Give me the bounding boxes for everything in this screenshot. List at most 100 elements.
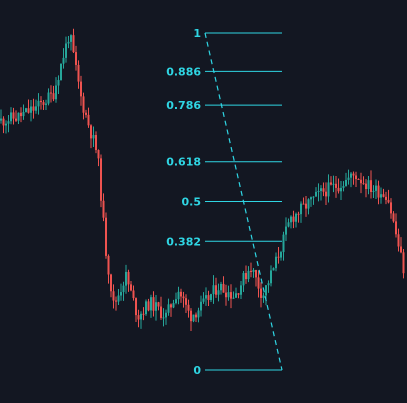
candle <box>70 34 72 51</box>
candle <box>92 126 95 147</box>
candle <box>260 282 262 308</box>
candle <box>385 191 387 205</box>
candle <box>2 116 5 134</box>
candle <box>265 285 267 306</box>
candle <box>242 271 245 293</box>
candle <box>402 249 405 279</box>
candle <box>355 171 357 188</box>
candle <box>117 288 120 306</box>
candle <box>277 246 280 264</box>
candle <box>227 285 230 301</box>
candle <box>395 213 397 238</box>
candle <box>312 196 315 205</box>
candle <box>332 175 335 193</box>
candle <box>75 45 77 71</box>
candle <box>80 75 82 106</box>
candle <box>367 176 370 195</box>
candle <box>22 104 25 120</box>
candle <box>295 212 297 228</box>
candle <box>212 275 215 304</box>
candle <box>52 85 55 102</box>
fib-level-label: 0 <box>193 364 201 377</box>
candle <box>130 280 132 292</box>
candle <box>47 88 50 106</box>
candle <box>217 283 220 302</box>
candle <box>375 179 377 199</box>
candle <box>185 294 187 313</box>
candle <box>320 185 322 201</box>
candle <box>387 189 390 204</box>
candle <box>182 291 185 308</box>
candle <box>105 212 107 259</box>
candle <box>362 176 365 185</box>
candle <box>247 266 250 283</box>
candle <box>230 284 232 309</box>
candle <box>15 110 17 122</box>
candle <box>147 298 150 312</box>
candle <box>102 193 105 222</box>
candle <box>397 228 400 252</box>
candle <box>162 308 165 327</box>
fib-trend-line[interactable] <box>204 32 283 371</box>
candle <box>192 314 195 323</box>
candle <box>342 181 345 192</box>
candle <box>45 99 47 111</box>
candle <box>65 36 67 63</box>
candle <box>155 295 157 321</box>
candle <box>275 252 277 272</box>
candle <box>90 124 92 149</box>
candle <box>27 99 30 114</box>
candle <box>132 285 135 301</box>
candle <box>32 98 35 119</box>
fib-level-label: 0.382 <box>166 235 201 248</box>
candle <box>350 172 352 188</box>
candle <box>347 169 350 185</box>
candle <box>157 301 160 311</box>
candle <box>60 63 62 81</box>
candle <box>292 210 295 229</box>
candle <box>302 197 305 205</box>
candle <box>352 171 355 185</box>
candle <box>205 287 207 306</box>
candle <box>225 284 227 306</box>
candle <box>365 179 367 198</box>
fib-level-label: 1 <box>193 27 201 40</box>
candle <box>140 311 142 329</box>
candle <box>165 309 167 325</box>
candle <box>255 269 257 287</box>
candle <box>177 286 180 305</box>
candle <box>257 270 260 298</box>
candle <box>137 309 140 328</box>
candle <box>107 254 110 284</box>
candle <box>307 198 310 215</box>
candle <box>262 292 265 303</box>
candle <box>392 211 395 223</box>
candle <box>195 312 197 323</box>
candle <box>40 96 42 110</box>
candle <box>382 188 385 198</box>
fib-level-label: 0.886 <box>166 65 201 78</box>
candle <box>377 180 380 205</box>
candle <box>270 265 272 287</box>
candle <box>267 280 270 293</box>
candle <box>42 100 45 110</box>
candle <box>210 293 212 302</box>
candle <box>252 267 255 278</box>
candle <box>220 281 222 295</box>
candle <box>77 60 80 89</box>
candle <box>112 284 115 309</box>
candle <box>250 262 252 278</box>
candle <box>322 182 325 197</box>
candle <box>122 281 125 301</box>
candle <box>87 107 90 128</box>
fib-retracement-layer[interactable]: 1 0.886 0.786 0.618 0.5 0.382 0 <box>166 27 283 377</box>
candle <box>150 294 152 318</box>
candle <box>62 48 65 69</box>
candle <box>340 180 342 201</box>
candle <box>175 292 177 305</box>
candle <box>125 264 127 294</box>
candle <box>145 299 147 316</box>
candle <box>272 267 275 271</box>
